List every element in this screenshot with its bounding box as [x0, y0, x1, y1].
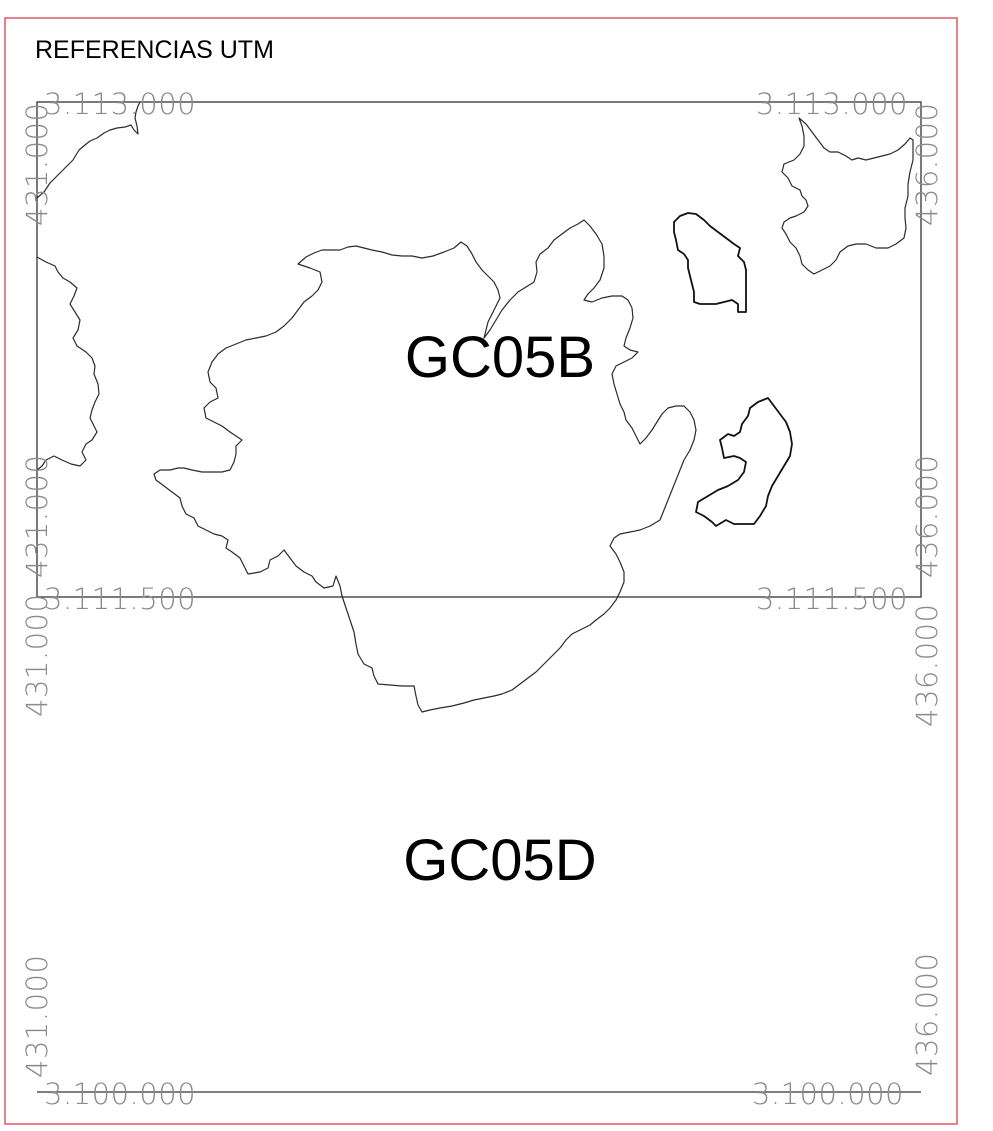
- easting-label-right-4: 436.000: [910, 953, 944, 1076]
- territory-east: [695, 397, 793, 527]
- map-title: REFERENCIAS UTM: [35, 36, 274, 64]
- map-frame: [4, 17, 958, 1125]
- easting-label-right-2: 436.000: [910, 455, 944, 578]
- easting-label-left-1: 431.000: [20, 103, 54, 226]
- easting-label-left-2: 431.000: [20, 455, 54, 578]
- sheet-gc05b-boundary: [36, 101, 922, 598]
- northing-label-bottom-right: 3.100.000: [752, 1077, 904, 1111]
- northing-label-top-left: 3.113.000: [44, 87, 196, 121]
- northing-label-mid-left: 3.111.500: [44, 582, 196, 616]
- easting-label-left-4: 431.000: [20, 955, 54, 1078]
- northing-label-mid-right: 3.111.500: [756, 582, 908, 616]
- territory-enclave-north: [673, 212, 747, 313]
- northing-label-bottom-left: 3.100.000: [44, 1077, 196, 1111]
- coastline-west: [36, 256, 100, 471]
- coastline-top-left: [36, 101, 141, 199]
- sheet-label-gc05b: GC05B: [405, 325, 595, 390]
- northing-label-top-right: 3.113.000: [756, 87, 908, 121]
- territory-main-outline: [153, 219, 697, 713]
- easting-label-left-3: 431.000: [20, 594, 54, 717]
- sheet-label-gc05d: GC05D: [403, 828, 596, 893]
- easting-label-right-1: 436.000: [910, 103, 944, 226]
- territory-northeast: [781, 117, 914, 275]
- easting-label-right-3: 436.000: [910, 604, 944, 727]
